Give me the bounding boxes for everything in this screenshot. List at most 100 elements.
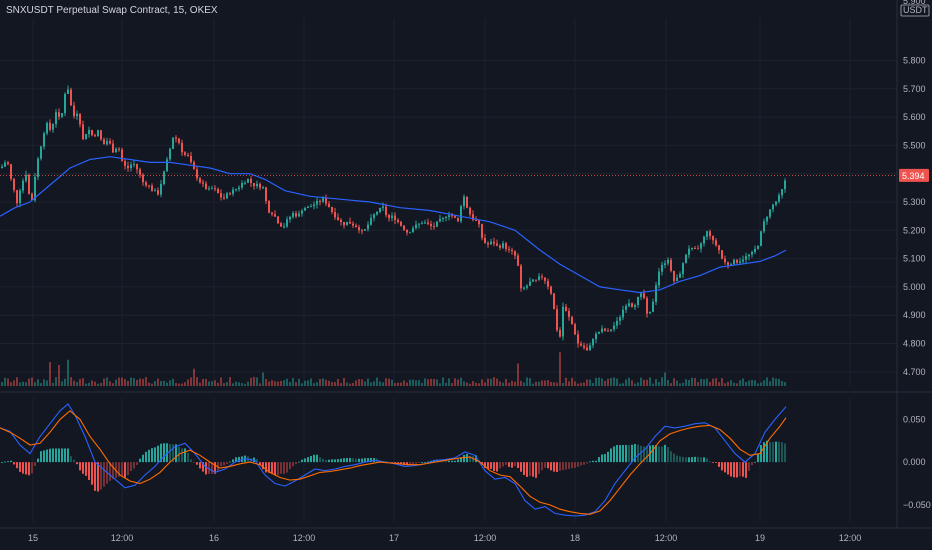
macd-histogram-bar [151, 448, 153, 463]
macd-histogram-bar [769, 441, 771, 463]
candle-body [649, 311, 651, 314]
volume-bar [748, 380, 750, 386]
macd-histogram-bar [352, 458, 354, 463]
candle-body [745, 256, 747, 260]
candle-body [430, 223, 432, 227]
volume-bar [646, 379, 648, 386]
volume-bar [280, 380, 282, 386]
macd-histogram-bar [445, 460, 447, 463]
current-price-tag [899, 168, 929, 182]
macd-histogram-bar [22, 462, 24, 474]
candle-body [286, 219, 288, 227]
candle-body [574, 324, 576, 335]
volume-bar [514, 381, 516, 386]
candle-body [712, 236, 714, 241]
volume-bar [676, 380, 678, 386]
candle-body [391, 215, 393, 219]
macd-histogram-bar [295, 462, 297, 465]
macd-histogram-bar [226, 462, 228, 465]
volume-bar [244, 383, 246, 386]
macd-histogram-bar [400, 462, 402, 465]
candles[interactable] [1, 85, 786, 351]
candle-body [730, 264, 732, 266]
candle-body [154, 190, 156, 192]
volume-bar [469, 383, 471, 386]
candle-body [508, 249, 510, 251]
volume-bar [445, 382, 447, 386]
macd-histogram-bar [634, 443, 636, 463]
volume-bar [724, 383, 726, 386]
x-tick-label: 18 [570, 533, 580, 543]
macd-histogram-bar [133, 462, 135, 469]
volume-bar [718, 382, 720, 386]
candle-body [283, 226, 285, 228]
volume-bar [613, 377, 615, 386]
candle-body [679, 273, 681, 278]
macd-histogram-bar [499, 462, 501, 469]
volume-bar [784, 382, 786, 386]
candle-body [691, 247, 693, 249]
candle-body [625, 306, 627, 310]
macd-histogram-bar [454, 460, 456, 463]
candle-body [289, 216, 291, 220]
volume-bar [586, 379, 588, 386]
candle-body [178, 138, 180, 143]
candle-body [85, 134, 87, 140]
y-tick-label: 5.600 [903, 112, 926, 122]
macd-histogram-bar [112, 462, 114, 480]
volume-bar [223, 383, 225, 386]
volume-bar [763, 380, 765, 386]
volume-bar [268, 381, 270, 386]
volume-bar [559, 352, 561, 386]
macd-histogram-bar [418, 462, 420, 463]
candle-body [208, 188, 210, 190]
volume-bar [49, 362, 51, 386]
macd-histogram-bar [448, 460, 450, 463]
candle-body [445, 216, 447, 219]
macd-histogram-bar [463, 454, 465, 463]
candle-body [550, 286, 552, 294]
volume-bar [94, 381, 96, 386]
candle-body [382, 206, 384, 208]
macd-histogram-bar [49, 448, 51, 463]
candle-body [148, 185, 150, 187]
candle-body [667, 259, 669, 264]
y-tick-label: 5.500 [903, 140, 926, 150]
candle-body [490, 241, 492, 245]
candle-body [370, 217, 372, 225]
macd-histogram-bar [607, 451, 609, 463]
candle-body [685, 254, 687, 264]
candle-body [151, 185, 153, 191]
volume-bar [481, 379, 483, 386]
candle-body [322, 197, 324, 202]
candle-body [43, 133, 45, 147]
candle-body [346, 221, 348, 226]
macd-histogram-bar [7, 461, 9, 463]
macd-histogram-bar [304, 458, 306, 463]
volume-bar [166, 382, 168, 386]
macd-histogram-bar [307, 457, 309, 463]
volume-bar [478, 383, 480, 386]
macd-histogram-bar [103, 462, 105, 487]
volume-bar [526, 377, 528, 386]
candle-body [160, 183, 162, 195]
volume-bar [310, 378, 312, 386]
volume-bar [772, 377, 774, 386]
volume-bar [733, 382, 735, 386]
macd-histogram-bar [301, 459, 303, 463]
volume-bar [757, 383, 759, 386]
candle-body [607, 330, 609, 332]
candle-body [598, 331, 600, 334]
macd-histogram-bar [748, 462, 750, 471]
candle-body [610, 329, 612, 331]
volume-bar [541, 380, 543, 386]
candle-body [199, 178, 201, 183]
macd-histogram-bar [343, 458, 345, 463]
candle-body [601, 328, 603, 332]
candle-body [493, 241, 495, 244]
macd-histogram-bar [70, 456, 72, 463]
volume-bar [361, 379, 363, 386]
candle-body [487, 243, 489, 245]
volume-bar [151, 383, 153, 386]
